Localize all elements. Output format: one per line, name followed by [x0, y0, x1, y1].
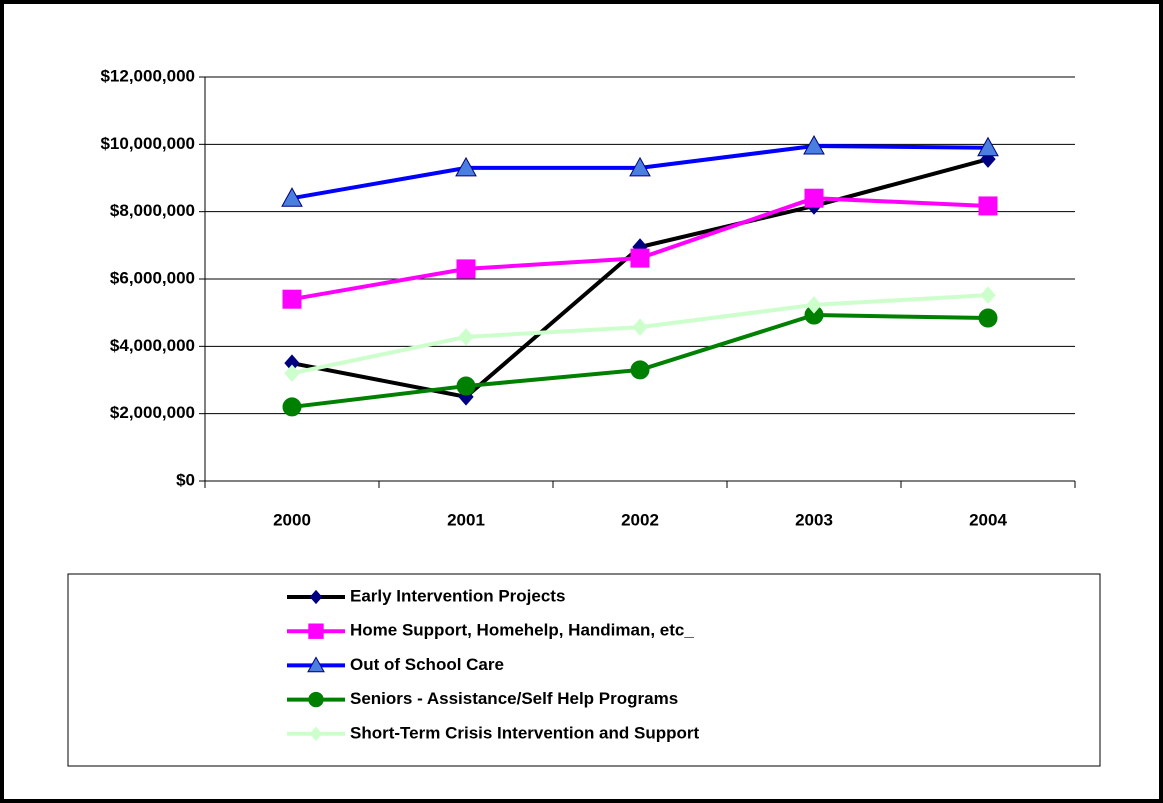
marker — [281, 187, 303, 207]
y-tick-label: $2,000,000 — [110, 403, 195, 422]
marker — [308, 691, 324, 708]
marker — [978, 308, 998, 328]
y-tick-label: $6,000,000 — [110, 268, 195, 287]
marker — [282, 397, 302, 417]
marker — [455, 156, 477, 177]
legend-label: Home Support, Homehelp, Handiman, etc_ — [350, 621, 694, 640]
marker — [309, 589, 323, 605]
marker — [977, 136, 999, 157]
marker — [803, 134, 825, 155]
marker — [978, 196, 998, 216]
marker — [629, 156, 651, 177]
x-tick-label: 2002 — [621, 510, 659, 529]
marker — [456, 376, 476, 396]
marker — [630, 360, 650, 380]
marker — [307, 656, 325, 673]
x-tick-label: 2001 — [447, 510, 485, 529]
marker — [632, 318, 648, 336]
y-tick-label: $8,000,000 — [110, 201, 195, 220]
x-tick-label: 2003 — [795, 510, 833, 529]
y-tick-label: $12,000,000 — [100, 66, 195, 85]
marker — [806, 296, 822, 314]
marker — [456, 259, 476, 279]
marker — [630, 248, 650, 268]
y-tick-label: $10,000,000 — [100, 134, 195, 153]
x-tick-label: 2004 — [969, 510, 1007, 529]
legend-box — [67, 573, 1101, 767]
marker — [458, 328, 474, 346]
marker — [804, 188, 824, 208]
legend-label: Early Intervention Projects — [350, 586, 565, 605]
marker — [980, 286, 996, 304]
marker — [284, 364, 300, 383]
marker — [282, 289, 302, 309]
legend-label: Seniors - Assistance/Self Help Programs — [350, 689, 678, 708]
legend-label: Out of School Care — [350, 655, 504, 674]
marker — [309, 726, 323, 741]
marker — [308, 623, 324, 639]
legend-label: Short-Term Crisis Intervention and Suppo… — [350, 723, 699, 742]
x-tick-label: 2000 — [273, 510, 311, 529]
y-tick-label: $0 — [176, 470, 195, 489]
y-tick-label: $4,000,000 — [110, 336, 195, 355]
